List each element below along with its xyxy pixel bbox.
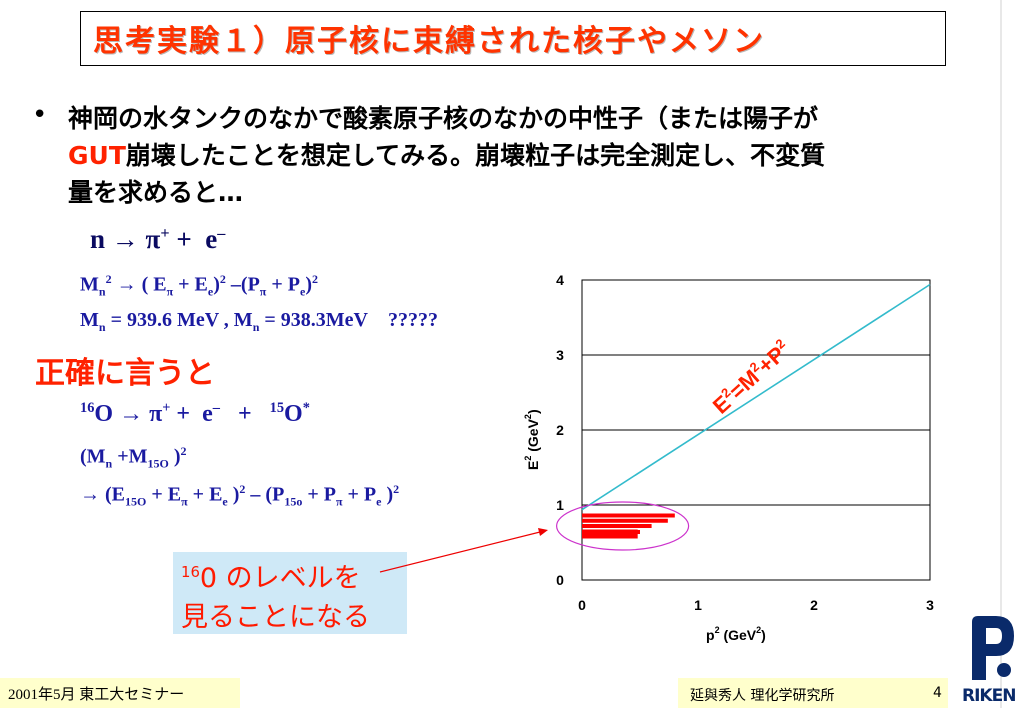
- mass-values: Mn = 939.6 MeV , Mn = 938.3MeV ?????: [80, 309, 438, 334]
- y-tick-label: 0: [556, 572, 564, 588]
- y-tick-label: 2: [556, 422, 564, 438]
- bullet-marker: •: [32, 100, 48, 130]
- x-tick-label: 1: [694, 597, 702, 613]
- x-axis-label: p2 (GeV2): [706, 625, 766, 643]
- y-tick-label: 3: [556, 347, 564, 363]
- bullet-line-3: 量を求めると…: [68, 178, 244, 207]
- y-tick-label: 4: [556, 272, 564, 288]
- nuclear-level-bar: [582, 513, 675, 518]
- callout-line-1: 160 のレベルを: [181, 563, 361, 594]
- page-number: 4: [933, 685, 942, 701]
- bullet-line-2-rest: 崩壊したことを想定してみる。崩壊粒子は完全測定し、不変質: [125, 141, 826, 170]
- footer-author: 延與秀人 理化学研究所: [690, 688, 835, 704]
- footer-date-event: 2001年5月 東工大セミナー: [8, 687, 185, 703]
- bullet-line-2: GUT崩壊したことを想定してみる。崩壊粒子は完全測定し、不変質: [68, 136, 825, 172]
- x-tick-label: 2: [810, 597, 818, 613]
- y-tick-label: 1: [556, 497, 564, 513]
- bullet-line-1: 神岡の水タンクのなかで酸素原子核のなかの中性子（または陽子が: [68, 104, 819, 133]
- x-tick-label: 0: [578, 597, 586, 613]
- right-edge-line: [1000, 0, 1002, 708]
- energy-momentum-equation: → (E15O + Eπ + Ee )2 – (P15o + Pπ + Pe )…: [80, 482, 400, 509]
- oxygen-decay-equation: 16O → π+ + e– + 15O*: [80, 400, 310, 427]
- riken-logo-icon: [972, 616, 1014, 680]
- nuclear-level-bar: [582, 524, 652, 528]
- x-tick-label: 3: [926, 597, 934, 613]
- highlight-ellipse: [556, 501, 690, 551]
- callout-box: [173, 552, 407, 634]
- riken-logo-text: RIKEN: [962, 686, 1016, 706]
- dispersion-line: [581, 283, 931, 511]
- slide-title: 思考実験１）原子核に束縛された核子やメソン: [93, 24, 765, 59]
- footer-left-box: [0, 678, 240, 708]
- gut-text: GUT: [68, 141, 126, 170]
- question-marks: ?????: [387, 309, 438, 331]
- title-box: [80, 11, 946, 66]
- nuclear-level-bar: [582, 518, 668, 523]
- precisely-heading: 正確に言うと: [35, 356, 215, 391]
- y-axis-label: E2 (GeV2): [523, 409, 541, 470]
- callout-line-2: 見ることになる: [181, 602, 370, 633]
- nuclear-mass-term: (Mn +M15O )2: [80, 444, 187, 471]
- footer-right-box: [678, 678, 948, 708]
- decay-equation: n → π+ + e–: [90, 224, 226, 254]
- nuclear-level-block: [582, 529, 638, 539]
- mass-equation: Mn2 → ( Eπ + Ee)2 –(Pπ + Pe)2: [80, 272, 318, 299]
